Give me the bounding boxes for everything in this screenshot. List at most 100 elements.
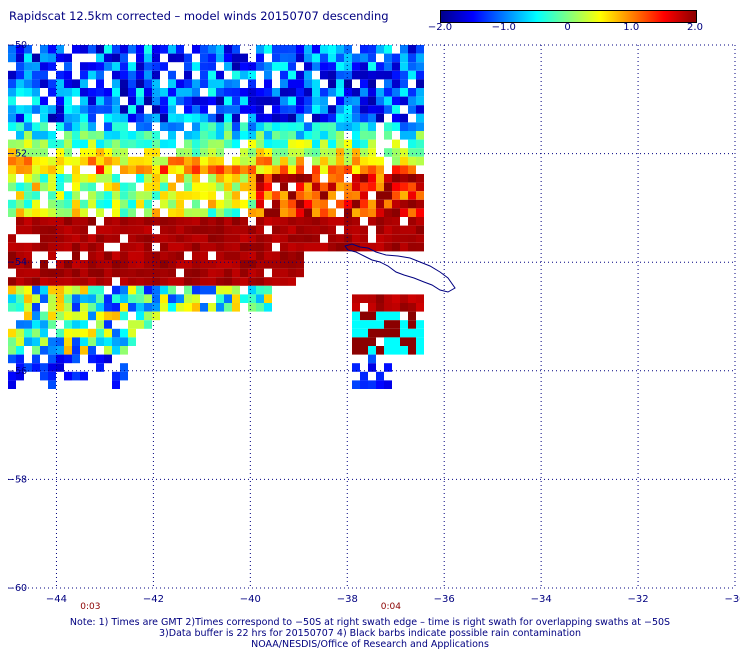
wind-cell — [224, 105, 232, 114]
wind-cell — [64, 328, 72, 338]
wind-cell — [208, 53, 216, 63]
wind-cell — [80, 139, 88, 149]
wind-cell — [352, 363, 360, 372]
wind-cell — [56, 285, 64, 295]
wind-cell — [360, 311, 368, 321]
wind-cell — [24, 122, 32, 131]
wind-cell — [32, 199, 40, 209]
wind-cell — [152, 303, 160, 312]
wind-cell — [88, 139, 96, 149]
wind-cell — [96, 208, 104, 217]
wind-cell — [88, 122, 96, 131]
wind-cell — [120, 139, 128, 149]
wind-cell — [392, 88, 400, 97]
wind-cell — [32, 148, 40, 157]
wind-cell — [376, 182, 384, 192]
wind-cell — [144, 285, 152, 295]
wind-cell — [200, 234, 208, 243]
wind-cell — [24, 311, 32, 321]
wind-cell — [288, 148, 296, 157]
wind-cell — [120, 285, 128, 295]
wind-cell — [416, 139, 424, 149]
wind-cell — [56, 234, 64, 243]
wind-cell — [48, 131, 56, 140]
wind-cell — [96, 70, 104, 80]
wind-cell — [80, 88, 88, 97]
wind-cell — [48, 380, 56, 389]
wind-cell — [152, 105, 160, 114]
wind-cell — [24, 208, 32, 217]
wind-cell — [40, 79, 48, 88]
wind-cell — [192, 139, 200, 149]
wind-cell — [40, 363, 48, 372]
wind-cell — [368, 105, 376, 114]
wind-cell — [384, 131, 392, 140]
wind-cell — [320, 139, 328, 149]
lat-tick-label: −54 — [7, 257, 27, 268]
wind-cell — [384, 105, 392, 114]
wind-cell — [304, 182, 312, 192]
wind-cell — [136, 70, 144, 80]
wind-cell — [288, 277, 296, 286]
wind-cell — [416, 113, 424, 123]
wind-cell — [32, 346, 40, 355]
wind-cell — [368, 148, 376, 157]
lon-tick-label: −42 — [143, 594, 164, 605]
wind-cell — [24, 337, 32, 346]
wind-cell — [296, 156, 304, 166]
wind-cell — [256, 277, 264, 286]
wind-cell — [296, 208, 304, 217]
wind-cell — [16, 354, 24, 364]
wind-cell — [248, 113, 256, 123]
wind-cell — [256, 174, 264, 183]
wind-cell — [328, 242, 336, 252]
wind-cell — [328, 62, 336, 71]
wind-cell — [392, 53, 400, 63]
wind-cell — [296, 53, 304, 63]
wind-cell — [248, 294, 256, 303]
wind-cell — [192, 96, 200, 106]
wind-cell — [8, 251, 16, 260]
wind-cell — [408, 131, 416, 140]
wind-cell — [16, 217, 24, 226]
wind-cell — [96, 225, 104, 235]
wind-cell — [400, 320, 408, 329]
wind-cell — [112, 191, 120, 200]
wind-cell — [184, 165, 192, 174]
wind-cell — [224, 251, 232, 260]
wind-cell — [64, 371, 72, 381]
wind-cell — [88, 70, 96, 80]
wind-cell — [376, 371, 384, 381]
wind-cell — [168, 268, 176, 278]
wind-cell — [104, 105, 112, 114]
wind-cell — [264, 234, 272, 243]
wind-cell — [192, 234, 200, 243]
wind-cell — [288, 53, 296, 63]
wind-cell — [392, 96, 400, 106]
wind-cell — [40, 260, 48, 269]
wind-cell — [256, 96, 264, 106]
wind-cell — [144, 303, 152, 312]
wind-cell — [120, 371, 128, 381]
wind-cell — [416, 174, 424, 183]
wind-cell — [32, 174, 40, 183]
wind-cell — [144, 113, 152, 123]
wind-cell — [96, 45, 104, 54]
wind-cell — [280, 191, 288, 200]
wind-cell — [272, 260, 280, 269]
wind-cell — [80, 62, 88, 71]
wind-cell — [104, 174, 112, 183]
wind-cell — [304, 148, 312, 157]
wind-cell — [56, 148, 64, 157]
wind-cell — [176, 45, 184, 54]
wind-cell — [48, 234, 56, 243]
wind-cell — [376, 208, 384, 217]
wind-cell — [224, 191, 232, 200]
wind-cell — [384, 79, 392, 88]
wind-cell — [376, 199, 384, 209]
wind-cell — [96, 148, 104, 157]
wind-cell — [8, 199, 16, 209]
wind-cell — [40, 242, 48, 252]
wind-cell — [384, 182, 392, 192]
wind-cell — [280, 182, 288, 192]
